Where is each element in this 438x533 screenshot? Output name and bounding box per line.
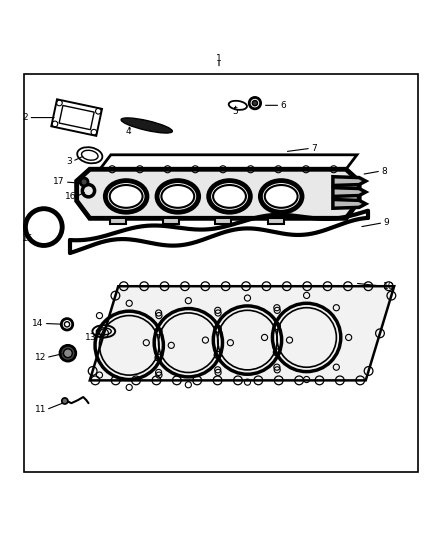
Text: 6: 6 xyxy=(280,101,286,110)
Text: 8: 8 xyxy=(381,166,387,175)
Polygon shape xyxy=(163,219,179,224)
Text: 13: 13 xyxy=(85,333,96,342)
Polygon shape xyxy=(333,188,366,197)
Polygon shape xyxy=(215,219,231,224)
Ellipse shape xyxy=(208,181,251,212)
Text: 11: 11 xyxy=(35,405,46,414)
Text: 14: 14 xyxy=(32,319,44,328)
Text: 16: 16 xyxy=(65,192,77,201)
Circle shape xyxy=(249,98,261,109)
Polygon shape xyxy=(90,286,394,381)
Polygon shape xyxy=(77,169,359,219)
Ellipse shape xyxy=(157,181,199,212)
Polygon shape xyxy=(110,219,126,224)
Circle shape xyxy=(64,349,72,358)
Circle shape xyxy=(60,345,76,361)
Text: 1: 1 xyxy=(216,54,222,63)
Text: 12: 12 xyxy=(35,353,46,362)
Text: 10: 10 xyxy=(383,282,395,290)
Ellipse shape xyxy=(110,185,142,208)
Ellipse shape xyxy=(213,185,246,208)
Ellipse shape xyxy=(161,185,194,208)
Ellipse shape xyxy=(260,181,302,212)
Text: 2: 2 xyxy=(23,113,28,122)
Text: 7: 7 xyxy=(311,144,317,153)
Polygon shape xyxy=(333,177,366,185)
Polygon shape xyxy=(268,219,284,224)
Text: 9: 9 xyxy=(383,218,389,227)
Text: 15: 15 xyxy=(22,233,33,243)
Polygon shape xyxy=(333,199,366,208)
Ellipse shape xyxy=(121,118,173,133)
Text: 3: 3 xyxy=(67,157,72,166)
Text: 4: 4 xyxy=(126,127,131,136)
Circle shape xyxy=(62,398,68,404)
Ellipse shape xyxy=(265,185,298,208)
Text: 17: 17 xyxy=(53,177,65,187)
Text: 5: 5 xyxy=(233,107,239,116)
Circle shape xyxy=(252,101,258,106)
Ellipse shape xyxy=(105,181,147,212)
Circle shape xyxy=(80,178,88,186)
